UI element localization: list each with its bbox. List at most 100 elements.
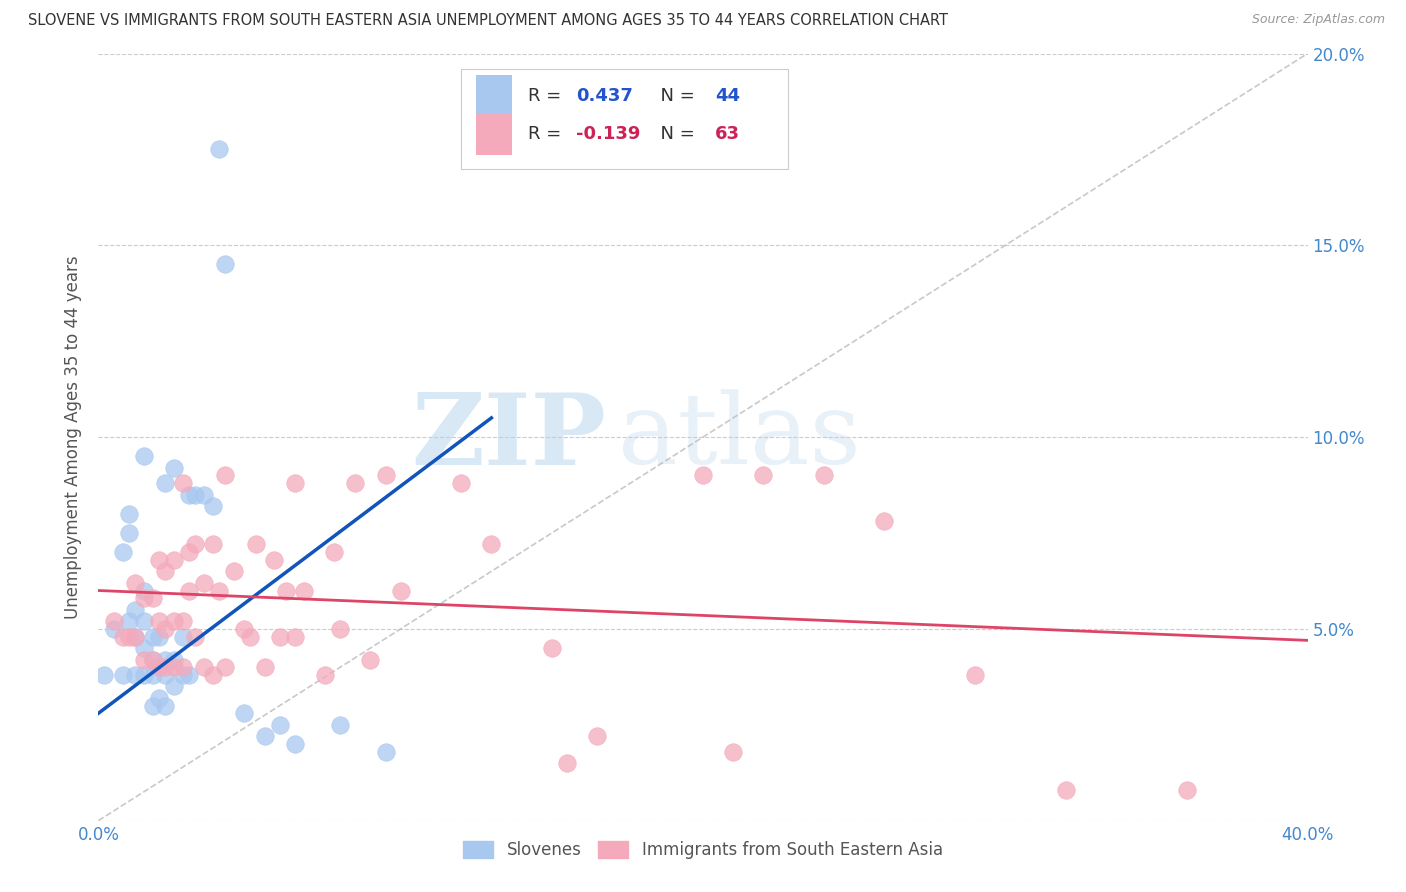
Point: [389, 583, 412, 598]
Point: [555, 756, 578, 771]
Point: [208, 583, 231, 598]
Point: [163, 652, 186, 666]
Point: [132, 450, 155, 464]
FancyBboxPatch shape: [461, 69, 787, 169]
Point: [163, 460, 186, 475]
Point: [153, 565, 176, 579]
Point: [214, 468, 236, 483]
Point: [172, 630, 194, 644]
Point: [813, 468, 835, 483]
Point: [142, 591, 165, 606]
Point: [153, 660, 176, 674]
Point: [284, 476, 307, 491]
Point: [163, 553, 186, 567]
Point: [132, 614, 155, 628]
Point: [344, 476, 367, 491]
Point: [93, 668, 115, 682]
Y-axis label: Unemployment Among Ages 35 to 44 years: Unemployment Among Ages 35 to 44 years: [65, 255, 83, 619]
Point: [163, 614, 186, 628]
Point: [142, 652, 165, 666]
Point: [202, 537, 225, 551]
Point: [193, 660, 215, 674]
FancyBboxPatch shape: [475, 75, 512, 117]
Point: [232, 622, 254, 636]
Text: R =: R =: [527, 87, 567, 104]
Point: [118, 630, 141, 644]
Point: [132, 668, 155, 682]
Point: [723, 745, 745, 759]
Point: [103, 614, 125, 628]
Point: [481, 537, 503, 551]
Point: [132, 583, 155, 598]
Point: [132, 641, 155, 656]
Point: [1054, 783, 1077, 797]
Point: [253, 729, 276, 743]
Point: [172, 614, 194, 628]
Point: [142, 630, 165, 644]
Point: [179, 488, 201, 502]
Point: [224, 565, 246, 579]
Point: [253, 660, 276, 674]
Point: [124, 668, 146, 682]
Point: [214, 660, 236, 674]
Point: [172, 476, 194, 491]
Text: -0.139: -0.139: [576, 125, 640, 143]
Point: [118, 614, 141, 628]
Point: [153, 652, 176, 666]
Point: [142, 698, 165, 713]
Point: [111, 545, 134, 559]
Point: [124, 603, 146, 617]
Text: 44: 44: [716, 87, 740, 104]
Point: [269, 717, 291, 731]
Point: [329, 717, 352, 731]
Point: [148, 630, 170, 644]
Text: ZIP: ZIP: [412, 389, 606, 485]
Point: [292, 583, 315, 598]
Point: [179, 545, 201, 559]
Point: [232, 706, 254, 721]
Point: [208, 143, 231, 157]
Point: [184, 488, 207, 502]
Point: [118, 507, 141, 521]
Point: [132, 591, 155, 606]
Point: [263, 553, 285, 567]
Point: [163, 680, 186, 694]
Point: [132, 652, 155, 666]
Point: [202, 499, 225, 513]
Point: [965, 668, 987, 682]
Point: [124, 575, 146, 590]
Point: [329, 622, 352, 636]
Point: [314, 668, 336, 682]
Point: [360, 652, 382, 666]
Point: [148, 553, 170, 567]
Point: [374, 745, 396, 759]
Point: [184, 630, 207, 644]
Point: [111, 668, 134, 682]
Point: [172, 668, 194, 682]
FancyBboxPatch shape: [475, 113, 512, 155]
Point: [245, 537, 267, 551]
Point: [163, 660, 186, 674]
Point: [323, 545, 346, 559]
Point: [1175, 783, 1198, 797]
Point: [153, 476, 176, 491]
Text: SLOVENE VS IMMIGRANTS FROM SOUTH EASTERN ASIA UNEMPLOYMENT AMONG AGES 35 TO 44 Y: SLOVENE VS IMMIGRANTS FROM SOUTH EASTERN…: [28, 13, 948, 29]
Point: [450, 476, 472, 491]
Point: [202, 668, 225, 682]
Point: [142, 668, 165, 682]
Point: [692, 468, 714, 483]
Point: [184, 537, 207, 551]
Point: [148, 614, 170, 628]
Text: 63: 63: [716, 125, 740, 143]
Text: 0.437: 0.437: [576, 87, 633, 104]
Point: [179, 668, 201, 682]
Point: [153, 622, 176, 636]
Text: N =: N =: [648, 125, 700, 143]
Point: [269, 630, 291, 644]
Point: [540, 641, 562, 656]
Point: [142, 652, 165, 666]
Point: [172, 660, 194, 674]
Point: [752, 468, 775, 483]
Point: [153, 668, 176, 682]
Point: [274, 583, 297, 598]
